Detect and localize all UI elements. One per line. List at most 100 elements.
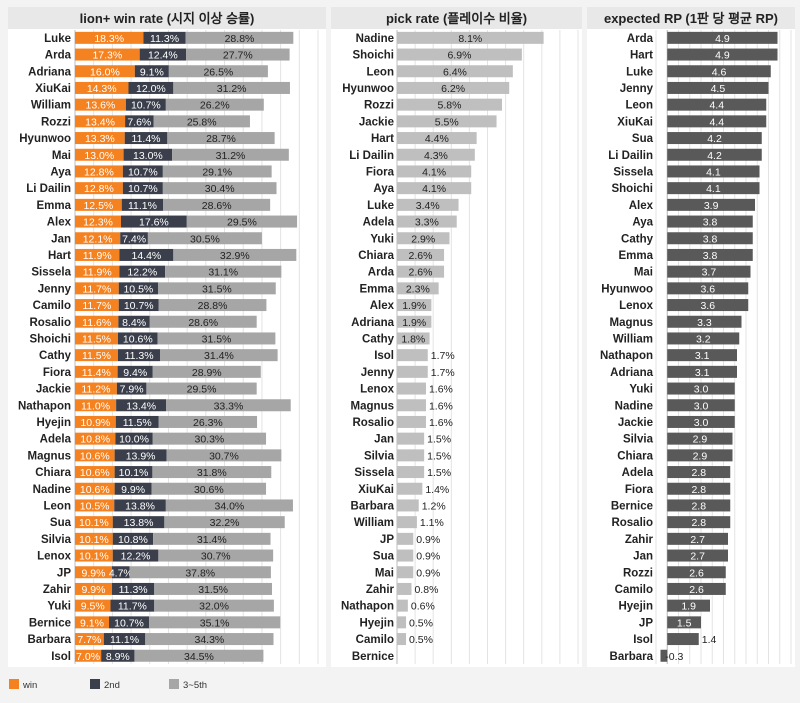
bar-3-5th (134, 649, 264, 662)
data-label: 4.4% (425, 133, 449, 145)
data-label: 28.8% (225, 33, 255, 45)
data-label: 10.7% (114, 617, 144, 629)
bar-2nd (103, 633, 146, 646)
bar-expected-rp (667, 415, 735, 428)
data-label: 11.3% (119, 584, 148, 596)
bar-2nd (117, 365, 153, 378)
bar-pick-rate (397, 415, 426, 428)
bar-win (75, 499, 115, 512)
bar-3-5th (165, 499, 293, 512)
category-label: Isol (51, 651, 71, 663)
category-label: Silvia (41, 534, 72, 546)
data-label: 34.3% (195, 634, 225, 646)
bar-3-5th (152, 466, 272, 479)
bar-3-5th (154, 599, 274, 612)
bar-pick-rate (397, 382, 426, 395)
bar-pick-rate (397, 516, 417, 529)
data-label: 0.5% (409, 617, 433, 629)
category-label: Rosalio (611, 517, 653, 529)
data-label: 12.8% (84, 183, 114, 195)
category-label: Sua (373, 551, 395, 563)
legend-swatch-third_fifth (169, 679, 179, 689)
category-label: XiuKai (35, 83, 71, 95)
bar-expected-rp (667, 499, 731, 512)
bar-pick-rate (397, 182, 472, 195)
bar-pick-rate (397, 282, 439, 295)
category-label: Camilo (615, 584, 653, 596)
data-label: 1.7% (431, 367, 455, 379)
data-label: 2.3% (406, 283, 430, 295)
bar-2nd (114, 466, 153, 479)
bar-win (75, 633, 104, 646)
category-label: Alex (629, 200, 654, 212)
data-label: 8.9% (106, 651, 130, 663)
data-label: 10.0% (119, 434, 149, 446)
bar-expected-rp (667, 232, 753, 245)
category-label: Isol (633, 634, 653, 646)
category-label: Adriana (28, 66, 71, 78)
category-label: Leon (626, 100, 653, 112)
data-label: 11.9% (83, 250, 112, 262)
bar-expected-rp (667, 148, 762, 161)
bar-win (75, 31, 144, 44)
data-label: 3.1 (695, 350, 710, 362)
data-label: 4.2 (707, 150, 722, 162)
bar-expected-rp (667, 516, 731, 529)
category-label: Adriana (610, 367, 653, 379)
data-label: 11.3% (125, 350, 154, 362)
data-label: 10.1% (79, 517, 109, 529)
bar-win (75, 582, 113, 595)
data-label: 27.7% (223, 50, 253, 62)
data-label: 2.6 (689, 584, 704, 596)
bar-pick-rate (397, 349, 428, 362)
category-label: Bernice (29, 617, 71, 629)
category-label: Jan (51, 233, 71, 245)
bar-3-5th (157, 332, 276, 345)
data-label: 10.6% (80, 484, 110, 496)
data-label: 13.4% (126, 400, 156, 412)
category-label: Barbara (351, 500, 395, 512)
bar-pick-rate (397, 81, 510, 94)
bar-3-5th (166, 399, 291, 412)
data-label: 2.6 (689, 567, 704, 579)
data-label: 31.2% (217, 83, 247, 95)
legend-swatch-win (9, 679, 19, 689)
data-label: 30.4% (205, 183, 235, 195)
bar-win (75, 549, 113, 562)
category-label: Li Dailin (349, 150, 394, 162)
bar-win (75, 482, 115, 495)
data-label: 32.9% (220, 250, 250, 262)
category-label: Arda (368, 267, 395, 279)
category-label: Magnus (28, 450, 71, 462)
category-label: Jenny (38, 283, 72, 295)
data-label: 3.8 (703, 233, 718, 245)
legend-label-win: win (22, 680, 37, 691)
bar-2nd (117, 349, 161, 362)
data-label: 10.6% (80, 467, 110, 479)
data-label: 11.7% (118, 601, 147, 613)
data-label: 4.4 (709, 100, 724, 112)
bar-expected-rp (667, 599, 710, 612)
data-label: 11.9% (83, 267, 112, 279)
bar-pick-rate (397, 365, 428, 378)
category-label: JP (639, 617, 653, 629)
data-label: 4.1 (706, 166, 721, 178)
bar-3-5th (151, 482, 267, 495)
bar-win (75, 98, 126, 111)
legend-swatch-second (90, 679, 100, 689)
bar-2nd (123, 148, 173, 161)
data-label: 4.7% (109, 567, 133, 579)
category-label: Shoichi (29, 333, 71, 345)
bar-expected-rp (667, 382, 735, 395)
data-label: 10.9% (80, 417, 110, 429)
bar-expected-rp (667, 132, 762, 145)
data-label: 13.4% (85, 116, 115, 128)
data-label: 13.3% (85, 133, 115, 145)
data-label: 17.6% (139, 217, 169, 229)
data-label: 10.7% (128, 183, 158, 195)
data-label: 2.8 (691, 500, 706, 512)
data-label: 28.6% (188, 317, 218, 329)
category-label: Camilo (33, 300, 71, 312)
bar-2nd (114, 449, 167, 462)
